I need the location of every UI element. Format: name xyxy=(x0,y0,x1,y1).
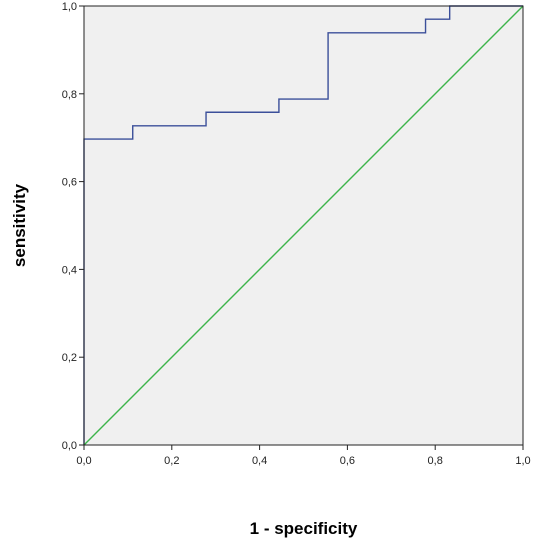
x-tick-label: 0,0 xyxy=(76,455,91,467)
y-tick-label: 0,4 xyxy=(62,264,77,276)
x-tick-label: 0,8 xyxy=(428,455,443,467)
y-tick-label: 0,0 xyxy=(62,440,77,452)
x-tick-label: 0,4 xyxy=(252,455,267,467)
x-tick-label: 0,2 xyxy=(164,455,179,467)
y-tick-label: 1,0 xyxy=(62,1,77,13)
reference-diagonal-line xyxy=(83,5,524,446)
x-tick-label: 0,6 xyxy=(340,455,355,467)
y-tick-label: 0,6 xyxy=(62,177,77,189)
y-axis-title: sensitivity xyxy=(10,183,29,267)
roc-curve-line xyxy=(83,5,523,445)
y-tick-label: 0,2 xyxy=(62,352,77,364)
y-tick-label: 0,8 xyxy=(62,89,77,101)
x-tick-label: 1,0 xyxy=(515,455,530,467)
tick-layer: 0,0 0,2 0,4 0,6 0,8 1,0 0,0 0,2 0,4 0,6 0,8 1,0 xyxy=(62,1,531,467)
axis-layer xyxy=(83,5,524,446)
x-axis-title: 1 - specificity xyxy=(250,519,358,538)
plot-frame xyxy=(83,5,524,446)
series-layer xyxy=(83,5,524,446)
